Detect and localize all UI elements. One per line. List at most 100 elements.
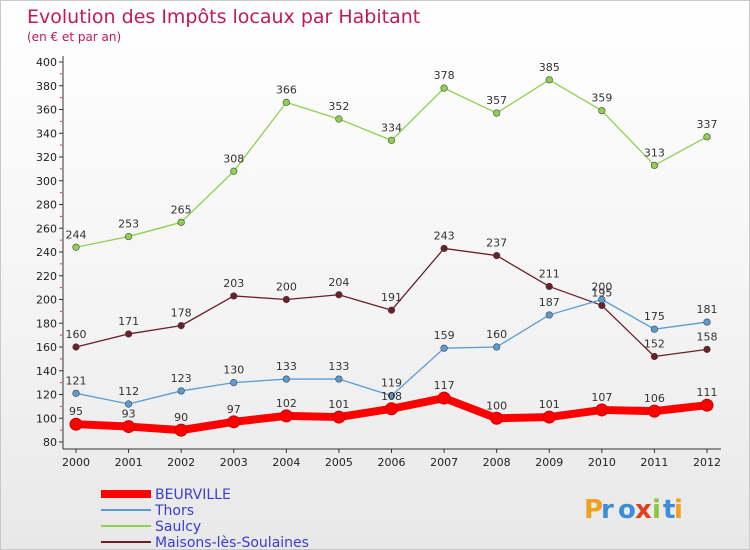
data-label: 111 <box>697 386 718 399</box>
data-label: 130 <box>223 364 244 377</box>
data-label: 100 <box>486 399 507 412</box>
data-label: 121 <box>66 374 87 387</box>
data-point <box>124 232 133 241</box>
data-point <box>542 410 556 424</box>
data-label: 337 <box>697 118 718 131</box>
data-point <box>650 161 659 169</box>
data-label: 187 <box>539 296 560 309</box>
x-tick-label: 2012 <box>693 456 721 469</box>
data-point <box>387 136 396 144</box>
data-point <box>177 322 185 330</box>
data-label: 204 <box>328 276 349 289</box>
y-tick-label: 220 <box>36 270 57 283</box>
logo-letter: t <box>663 495 675 525</box>
data-label: 97 <box>227 403 241 416</box>
data-point <box>72 243 80 251</box>
logo-letter: i <box>652 495 661 525</box>
y-tick-label: 380 <box>36 80 57 93</box>
x-tick-label: 2007 <box>430 456 458 469</box>
data-point <box>177 218 185 226</box>
data-point <box>230 292 238 300</box>
data-label: 357 <box>486 94 507 107</box>
legend-label: Maisons-lès-Soulaines <box>155 535 309 549</box>
data-point <box>227 415 241 429</box>
data-point <box>598 301 606 310</box>
data-point <box>490 411 504 425</box>
x-tick-label: 2009 <box>535 456 563 469</box>
data-point <box>335 375 343 383</box>
chart-title: Evolution des Impôts locaux par Habitant <box>27 6 421 28</box>
data-point <box>545 282 553 291</box>
x-tick-label: 2000 <box>62 456 90 469</box>
y-tick-label: 240 <box>36 246 57 259</box>
x-tick-label: 2003 <box>220 456 248 469</box>
legend-label: Thors <box>154 503 194 519</box>
data-point <box>124 400 133 408</box>
data-label: 101 <box>328 398 349 411</box>
data-point <box>493 109 501 117</box>
data-label: 203 <box>223 277 244 290</box>
data-point <box>174 423 188 437</box>
data-point <box>177 387 185 395</box>
data-label: 175 <box>644 310 665 323</box>
data-point <box>700 398 714 412</box>
data-point <box>282 375 290 383</box>
data-label: 90 <box>174 411 188 424</box>
data-label: 107 <box>591 391 612 404</box>
y-tick-label: 320 <box>36 151 57 164</box>
y-tick-label: 400 <box>36 56 57 69</box>
data-point <box>282 98 290 106</box>
data-label: 123 <box>171 372 192 385</box>
x-tick-label: 2006 <box>378 456 406 469</box>
data-point <box>647 404 661 418</box>
y-tick-label: 280 <box>36 199 57 212</box>
data-point <box>703 318 711 326</box>
data-point <box>230 379 238 387</box>
y-tick-label: 140 <box>36 365 57 378</box>
x-tick-label: 2004 <box>272 456 300 469</box>
chart-subtitle: (en € et par an) <box>27 30 122 44</box>
data-label: 159 <box>434 329 455 342</box>
data-point <box>387 392 396 400</box>
data-point <box>595 403 609 417</box>
data-point <box>335 115 343 123</box>
data-point <box>230 167 238 175</box>
data-label: 244 <box>66 228 87 241</box>
data-label: 160 <box>486 328 507 341</box>
data-label: 93 <box>122 408 136 421</box>
data-point <box>440 244 448 253</box>
data-point <box>69 417 83 431</box>
data-label: 133 <box>328 360 349 373</box>
data-label: 200 <box>276 281 297 294</box>
data-label: 359 <box>591 92 612 105</box>
y-tick-label: 200 <box>36 294 57 307</box>
data-point <box>124 330 133 338</box>
data-point <box>650 352 659 361</box>
data-label: 191 <box>381 291 402 304</box>
data-label: 334 <box>381 121 402 134</box>
data-point <box>493 343 501 351</box>
data-point <box>598 295 606 304</box>
logo-letter: r <box>601 495 614 525</box>
data-point <box>703 133 711 141</box>
data-point <box>332 410 346 424</box>
axes: 80 100 120 140 160 180 200 220 240 260 280 300 320 34… <box>36 56 721 469</box>
data-label: 265 <box>171 203 192 216</box>
y-tick-label: 160 <box>36 341 57 354</box>
data-point <box>72 389 80 397</box>
y-tick-label: 340 <box>36 127 57 140</box>
data-label: 101 <box>539 398 560 411</box>
series-lines <box>69 76 714 437</box>
data-point <box>545 311 553 319</box>
data-label: 112 <box>118 385 139 398</box>
data-label: 366 <box>276 83 297 96</box>
legend-label: BEURVILLE <box>155 487 231 503</box>
data-label: 200 <box>591 281 612 294</box>
data-point <box>545 76 553 84</box>
data-point <box>335 291 343 299</box>
y-tick-label: 360 <box>36 104 57 117</box>
data-point <box>122 420 136 434</box>
data-point <box>387 306 396 314</box>
logo-letter: o <box>618 495 636 525</box>
data-label: 243 <box>434 229 455 242</box>
